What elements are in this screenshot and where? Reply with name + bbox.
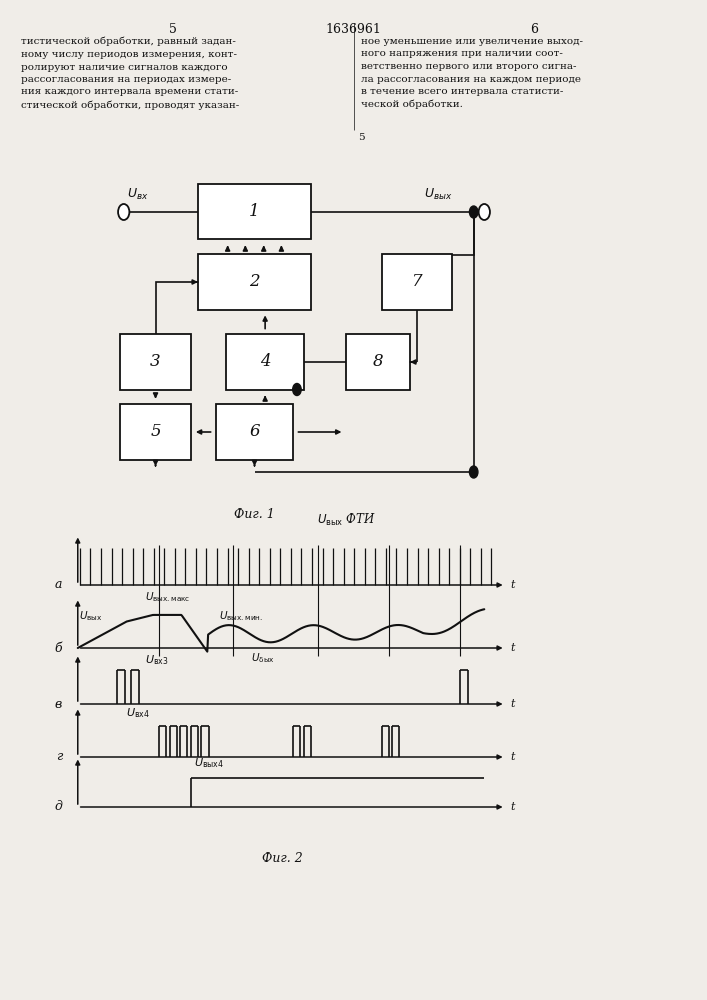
Text: 1: 1 [249, 204, 260, 221]
Text: а: а [54, 578, 62, 591]
Text: ное уменьшение или увеличение выход-
ного напряжения при наличии соот-
ветственн: ное уменьшение или увеличение выход- ног… [361, 37, 583, 109]
Text: д: д [54, 800, 62, 814]
Bar [346, 334, 410, 389]
Text: 5: 5 [150, 424, 161, 440]
Text: t: t [510, 752, 515, 762]
Text: t: t [510, 699, 515, 709]
Text: 5: 5 [358, 132, 364, 141]
Text: $U_{вых}$: $U_{вых}$ [424, 187, 452, 202]
Circle shape [469, 206, 478, 218]
Text: $U_{\rm вых4}$: $U_{\rm вых4}$ [194, 756, 224, 770]
Text: Фиг. 2: Фиг. 2 [262, 852, 303, 865]
Text: 7: 7 [411, 273, 423, 290]
Text: $U_{\rm вых}$: $U_{\rm вых}$ [79, 609, 103, 623]
Circle shape [479, 204, 490, 220]
Circle shape [469, 466, 478, 478]
Bar [198, 254, 311, 310]
Bar [382, 254, 452, 310]
Text: t: t [510, 802, 515, 812]
Text: $U_{вх}$: $U_{вх}$ [127, 187, 148, 202]
Text: г: г [56, 750, 62, 764]
Text: б: б [54, 642, 62, 654]
Text: 6: 6 [249, 424, 260, 440]
Text: 2: 2 [249, 273, 260, 290]
Text: 4: 4 [259, 354, 271, 370]
Text: $U_{\rm вых}$ ФТИ: $U_{\rm вых}$ ФТИ [317, 512, 376, 528]
Text: тистической обработки, равный задан-
ному числу периодов измерения, конт-
ролиру: тистической обработки, равный задан- ном… [21, 37, 240, 110]
Text: $U_{\rm δых}$: $U_{\rm δых}$ [251, 651, 275, 665]
Bar [226, 334, 304, 389]
Text: Фиг. 1: Фиг. 1 [234, 508, 275, 521]
Circle shape [293, 383, 301, 395]
Text: t: t [510, 580, 515, 590]
Text: $U_{\rm вых.макс}$: $U_{\rm вых.макс}$ [145, 590, 190, 604]
Text: 8: 8 [373, 354, 384, 370]
Bar [120, 404, 191, 460]
Text: $U_{\rm вх4}$: $U_{\rm вх4}$ [126, 706, 150, 720]
Text: в: в [55, 698, 62, 710]
Bar [198, 184, 311, 239]
Text: 3: 3 [150, 354, 161, 370]
Bar [216, 404, 293, 460]
Text: 6: 6 [530, 23, 538, 36]
Circle shape [118, 204, 129, 220]
Text: 5: 5 [169, 23, 177, 36]
Text: 1636961: 1636961 [325, 23, 382, 36]
Bar [120, 334, 191, 389]
Text: $U_{\rm вых.мин.}$: $U_{\rm вых.мин.}$ [219, 609, 263, 623]
Text: t: t [510, 643, 515, 653]
Text: $U_{\rm вх3}$: $U_{\rm вх3}$ [145, 653, 168, 667]
